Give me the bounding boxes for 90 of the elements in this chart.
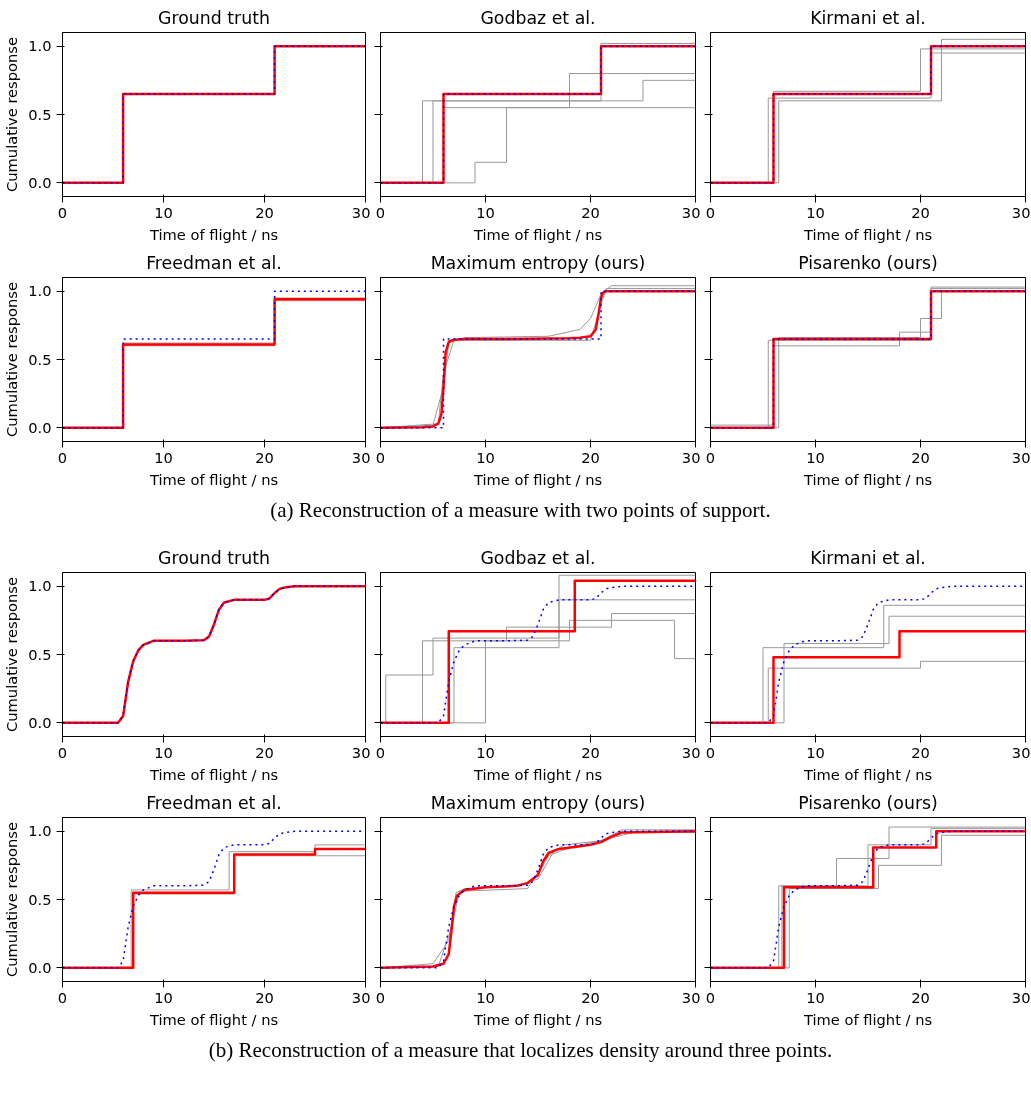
text: (b) Reconstruction of a measure that localizes density around three points. — [208, 1037, 833, 1064]
x-tick-label: 30 — [681, 743, 701, 761]
x-tick-label: 0 — [705, 743, 716, 761]
x-axis-title: Time of flight / ns — [802, 1010, 933, 1028]
x-axis-title: Time of flight / ns — [148, 470, 279, 488]
x-tick-label: 20 — [581, 448, 600, 466]
x-tick-label: 30 — [1011, 743, 1031, 761]
x-tick-label: 30 — [351, 203, 371, 221]
chart-title: Godbaz et al. — [480, 7, 596, 28]
x-tick-label: 30 — [351, 448, 371, 466]
chart-title: Maximum entropy (ours) — [430, 252, 646, 273]
x-tick-label: 10 — [806, 988, 825, 1006]
x-tick-label: 0 — [375, 988, 386, 1006]
x-tick-label: 20 — [255, 743, 274, 761]
y-axis-title: Cumulative response — [3, 282, 21, 437]
x-axis-title: Time of flight / ns — [802, 225, 933, 243]
chart-title: Godbaz et al. — [480, 547, 596, 568]
x-axis-title: Time of flight / ns — [472, 470, 603, 488]
y-tick-label: 0.5 — [28, 105, 52, 123]
x-axis-title: Time of flight / ns — [472, 1010, 603, 1028]
x-tick-label: 0 — [57, 448, 68, 466]
y-tick-label: 1.0 — [28, 822, 52, 840]
chart-title: Kirmani et al. — [810, 7, 926, 28]
x-tick-label: 0 — [375, 743, 386, 761]
x-tick-label: 30 — [1011, 448, 1031, 466]
x-axis-title: Time of flight / ns — [802, 470, 933, 488]
x-tick-label: 30 — [681, 448, 701, 466]
chart-title: Ground truth — [158, 547, 270, 568]
x-tick-label: 10 — [806, 203, 825, 221]
y-tick-label: 0.0 — [28, 713, 52, 731]
x-tick-label: 0 — [375, 448, 386, 466]
x-axis-title: Time of flight / ns — [472, 765, 603, 783]
y-tick-label: 0.5 — [28, 890, 52, 908]
x-tick-label: 10 — [806, 448, 825, 466]
x-tick-label: 20 — [911, 743, 930, 761]
chart-title: Kirmani et al. — [810, 547, 926, 568]
y-tick-label: 0.5 — [28, 645, 52, 663]
x-tick-label: 30 — [681, 203, 701, 221]
x-tick-label: 10 — [476, 988, 495, 1006]
x-tick-label: 0 — [57, 988, 68, 1006]
chart-title: Freedman et al. — [146, 792, 282, 813]
x-tick-label: 20 — [255, 448, 274, 466]
x-tick-label: 0 — [705, 988, 716, 1006]
x-tick-label: 30 — [351, 743, 371, 761]
text: (a) Reconstruction of a measure with two points of support. — [270, 497, 771, 524]
chart-title: Ground truth — [158, 7, 270, 28]
x-tick-label: 20 — [581, 203, 600, 221]
y-axis-title: Cumulative response — [3, 822, 21, 977]
x-tick-label: 30 — [1011, 988, 1031, 1006]
x-tick-label: 0 — [705, 448, 716, 466]
x-tick-label: 30 — [351, 988, 371, 1006]
x-tick-label: 20 — [911, 448, 930, 466]
x-tick-label: 10 — [154, 743, 173, 761]
x-axis-title: Time of flight / ns — [802, 765, 933, 783]
chart-title: Freedman et al. — [146, 252, 282, 273]
x-axis-title: Time of flight / ns — [148, 1010, 279, 1028]
x-tick-label: 0 — [705, 203, 716, 221]
x-tick-label: 10 — [154, 988, 173, 1006]
y-axis-title: Cumulative response — [3, 37, 21, 192]
x-tick-label: 10 — [154, 203, 173, 221]
chart-title: Pisarenko (ours) — [798, 792, 938, 813]
x-tick-label: 10 — [154, 448, 173, 466]
x-tick-label: 10 — [806, 743, 825, 761]
x-tick-label: 20 — [255, 203, 274, 221]
x-axis-title: Time of flight / ns — [148, 765, 279, 783]
x-tick-label: 20 — [911, 203, 930, 221]
x-tick-label: 30 — [681, 988, 701, 1006]
y-tick-label: 0.0 — [28, 418, 52, 436]
chart-title: Maximum entropy (ours) — [430, 792, 646, 813]
x-tick-label: 20 — [255, 988, 274, 1006]
x-tick-label: 0 — [375, 203, 386, 221]
x-tick-label: 30 — [1011, 203, 1031, 221]
y-tick-label: 1.0 — [28, 37, 52, 55]
x-tick-label: 10 — [476, 203, 495, 221]
x-tick-label: 20 — [581, 743, 600, 761]
x-tick-label: 0 — [57, 203, 68, 221]
x-tick-label: 20 — [581, 988, 600, 1006]
y-tick-label: 0.5 — [28, 350, 52, 368]
y-tick-label: 0.0 — [28, 173, 52, 191]
y-tick-label: 0.0 — [28, 958, 52, 976]
x-tick-label: 20 — [911, 988, 930, 1006]
x-tick-label: 10 — [476, 448, 495, 466]
x-axis-title: Time of flight / ns — [472, 225, 603, 243]
y-tick-label: 1.0 — [28, 577, 52, 595]
y-tick-label: 1.0 — [28, 282, 52, 300]
y-axis-title: Cumulative response — [3, 577, 21, 732]
x-axis-title: Time of flight / ns — [148, 225, 279, 243]
x-tick-label: 0 — [57, 743, 68, 761]
chart-title: Pisarenko (ours) — [798, 252, 938, 273]
x-tick-label: 10 — [476, 743, 495, 761]
